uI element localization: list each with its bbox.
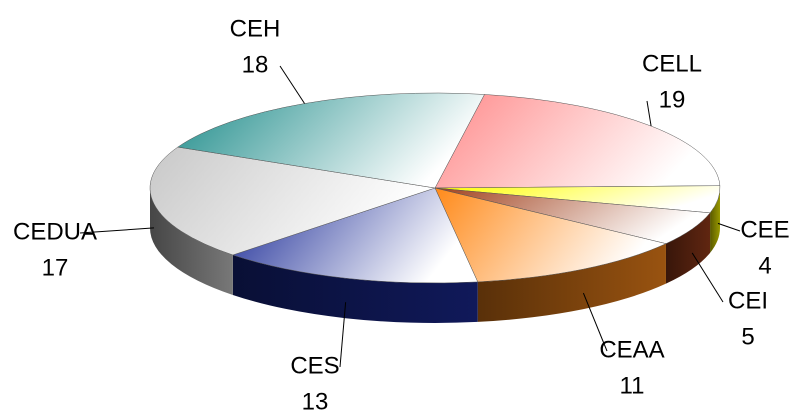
slice xyxy=(434,187,667,283)
leader-line xyxy=(646,100,652,127)
slice xyxy=(149,146,436,256)
slice-side xyxy=(150,188,233,295)
slice-sides xyxy=(150,188,720,323)
slice-value: 17 xyxy=(42,254,69,281)
slice-value: 11 xyxy=(620,372,645,399)
leader-line xyxy=(582,292,608,352)
leader-line xyxy=(339,302,347,368)
slice-value: 19 xyxy=(659,86,686,113)
slice-value: 18 xyxy=(242,51,269,78)
slice-side xyxy=(665,212,711,284)
slice-label: CELL xyxy=(642,50,702,77)
slice-label: CEH xyxy=(230,15,281,42)
leader-line xyxy=(79,227,155,234)
slice-label: CEAA xyxy=(599,336,664,363)
labels: CELL 19 CEE 4 CEI 5 CEAA 11 CES 13 CEDUA 17 CEH 18 xyxy=(13,15,790,415)
slice-value: 4 xyxy=(758,252,771,279)
slice-side xyxy=(477,243,666,322)
slice xyxy=(177,92,485,189)
slice-side xyxy=(232,254,478,323)
slice-label: CEDUA xyxy=(13,218,97,245)
slice-label: CEI xyxy=(728,287,768,314)
slice-label: CES xyxy=(290,352,339,379)
slice-value: 5 xyxy=(741,323,754,350)
slice-tops xyxy=(149,92,721,284)
slice-value: 13 xyxy=(302,388,329,414)
slice xyxy=(232,187,479,284)
slice-side xyxy=(710,188,720,253)
leader-line xyxy=(691,252,724,303)
slice-label: CEE xyxy=(740,216,789,243)
leader-line xyxy=(279,65,305,104)
leader-line xyxy=(717,222,741,232)
